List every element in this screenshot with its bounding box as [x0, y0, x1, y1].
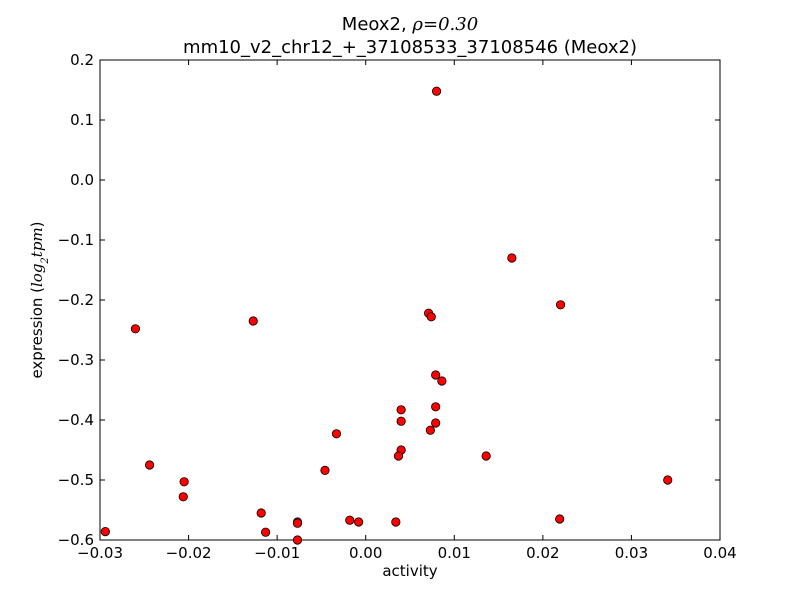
- x-tick-label: −0.03: [77, 544, 123, 562]
- y-tick-label: −0.4: [58, 411, 94, 429]
- scatter-point: [431, 402, 441, 412]
- title-rho-value: =0.30: [423, 14, 478, 35]
- title-gene-prefix: Meox2,: [342, 14, 413, 35]
- scatter-point: [256, 508, 266, 518]
- x-axis-label: activity: [382, 562, 437, 580]
- scatter-point: [391, 517, 401, 527]
- y-axis-label-prefix: expression (: [28, 287, 46, 379]
- chart-title-line1: Meox2, ρ=0.30: [342, 14, 478, 35]
- y-tick-label: 0.0: [70, 171, 94, 189]
- y-axis-label-suffix: ): [28, 221, 46, 227]
- scatter-point: [507, 253, 517, 263]
- x-tick-label: 0.00: [349, 544, 382, 562]
- scatter-point: [292, 518, 303, 528]
- scatter-point: [555, 514, 565, 524]
- y-tick-label: −0.5: [58, 471, 94, 489]
- y-tick-label: −0.1: [58, 231, 94, 249]
- scatter-point: [431, 370, 441, 380]
- scatter-point: [426, 312, 436, 322]
- scatter-point: [437, 376, 447, 386]
- scatter-point: [396, 405, 406, 415]
- points-layer: [100, 86, 673, 545]
- x-tick-label: −0.02: [166, 544, 212, 562]
- x-tick-label: 0.02: [526, 544, 559, 562]
- scatter-point: [431, 418, 441, 428]
- y-tick-label: −0.6: [58, 531, 94, 549]
- scatter-point: [261, 527, 271, 537]
- scatter-point: [663, 475, 673, 485]
- scatter-point: [481, 451, 491, 461]
- y-axis-label-subscript: 2: [40, 257, 51, 264]
- x-tick-label: 0.04: [703, 544, 736, 562]
- y-tick-label: 0.1: [70, 111, 94, 129]
- scatter-point: [130, 324, 141, 334]
- scatter-point: [393, 451, 404, 461]
- scatter-point: [100, 526, 110, 537]
- chart-title-line2: mm10_v2_chr12_+_37108533_37108546 (Meox2…: [183, 37, 637, 58]
- title-rho-symbol: ρ: [411, 14, 423, 35]
- scatter-point: [331, 429, 342, 439]
- x-tick-label: −0.01: [254, 544, 300, 562]
- y-axis-label-tpm: tpm: [28, 227, 46, 257]
- scatter-point: [431, 86, 442, 96]
- y-tick-label: 0.2: [70, 51, 94, 69]
- scatter-point: [320, 465, 330, 475]
- scatter-point: [179, 477, 189, 487]
- scatter-point: [248, 316, 258, 326]
- y-tick-label: −0.3: [58, 351, 94, 369]
- ticks-layer: −0.03 −0.02 −0.01 0.00 0.01 0.02 0.03 0.04 0.2 0.…: [58, 51, 737, 562]
- x-tick-label: 0.01: [438, 544, 471, 562]
- scatter-point: [178, 492, 188, 502]
- scatter-point: [292, 535, 303, 545]
- y-axis-label-log: log: [28, 264, 46, 287]
- scatter-point: [354, 517, 364, 527]
- scatter-point: [396, 416, 406, 426]
- scatter-point: [145, 460, 155, 470]
- scatter-point: [345, 515, 355, 525]
- scatter-point: [425, 425, 435, 435]
- y-axis-label: expression (log2tpm): [28, 221, 51, 378]
- scatter-point: [555, 300, 566, 310]
- x-tick-label: 0.03: [615, 544, 648, 562]
- y-tick-label: −0.2: [58, 291, 94, 309]
